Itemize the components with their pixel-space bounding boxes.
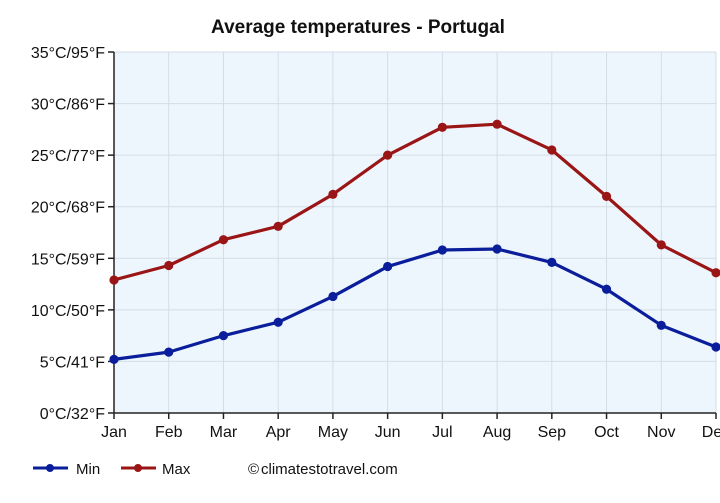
legend: Min Max <box>33 461 191 478</box>
credit: © climatestotravel.com <box>248 461 398 478</box>
data-series <box>109 119 720 364</box>
y-tick-label: 5°C/41°F <box>40 354 105 371</box>
data-point-max <box>656 240 666 250</box>
y-tick-label: 35°C/95°F <box>31 45 105 62</box>
data-point-max <box>109 275 119 285</box>
data-point-min <box>656 320 666 330</box>
legend-item-min: Min <box>33 461 100 478</box>
data-point-min <box>328 291 338 302</box>
y-tick-label: 10°C/50°F <box>31 303 105 320</box>
x-tick-label: Jun <box>375 424 401 441</box>
x-tick-label: Dec <box>702 424 720 441</box>
x-tick-label: Jan <box>101 424 127 441</box>
x-tick-label: Aug <box>483 424 511 441</box>
data-point-min <box>711 342 720 352</box>
copyright-icon: © <box>248 461 259 478</box>
y-tick-label: 20°C/68°F <box>31 200 105 217</box>
grid-lines <box>114 51 717 413</box>
y-tick-label: 0°C/32°F <box>40 406 105 423</box>
x-tick-label: Feb <box>155 424 183 441</box>
data-point-max <box>437 122 447 132</box>
y-tick-label: 30°C/86°F <box>31 97 105 114</box>
x-tick-label: Nov <box>647 424 675 441</box>
x-tick-label: Apr <box>266 424 292 441</box>
data-point-max <box>164 260 174 271</box>
series-line-max <box>112 122 718 282</box>
axes <box>108 51 717 419</box>
credit-text: climatestotravel.com <box>261 461 398 478</box>
series-max <box>109 119 720 285</box>
y-axis-tick-labels: 0°C/32°F 5°C/41°F 10°C/50°F 15°C/59°F 20°C/6… <box>31 45 105 423</box>
data-point-min <box>547 257 557 268</box>
data-point-min <box>109 354 119 364</box>
x-tick-label: Oct <box>594 424 619 441</box>
y-tick-label: 15°C/59°F <box>31 251 105 268</box>
data-point-min <box>492 244 502 254</box>
legend-item-max: Max <box>121 461 191 478</box>
data-point-min <box>218 331 229 341</box>
data-point-max <box>601 191 612 201</box>
legend-label-min: Min <box>76 461 100 478</box>
data-point-max <box>547 145 557 155</box>
legend-marker-min <box>46 464 54 472</box>
data-point-max <box>273 221 283 231</box>
x-tick-label: Jul <box>432 424 452 441</box>
legend-marker-max <box>134 464 142 472</box>
data-point-max <box>328 189 338 199</box>
y-tick-label: 25°C/77°F <box>31 148 105 165</box>
data-point-max <box>383 150 393 160</box>
x-tick-label: Mar <box>210 424 238 441</box>
data-point-min <box>273 317 283 327</box>
data-point-min <box>437 245 447 255</box>
chart-title: Average temperatures - Portugal <box>211 17 505 38</box>
series-min <box>109 244 720 364</box>
x-tick-label: Sep <box>538 424 567 441</box>
x-axis-tick-labels: Jan Feb Mar Apr May Jun Jul Aug Sep Oct Nov Dec <box>101 424 720 441</box>
data-point-max <box>711 268 720 278</box>
plot-area <box>114 52 716 413</box>
data-point-min <box>164 347 174 357</box>
data-point-max <box>218 235 229 245</box>
x-tick-label: May <box>318 424 348 441</box>
series-line-min <box>112 247 718 361</box>
data-point-min <box>601 284 612 294</box>
data-point-max <box>492 119 502 129</box>
data-point-min <box>383 261 393 272</box>
legend-label-max: Max <box>162 461 191 478</box>
